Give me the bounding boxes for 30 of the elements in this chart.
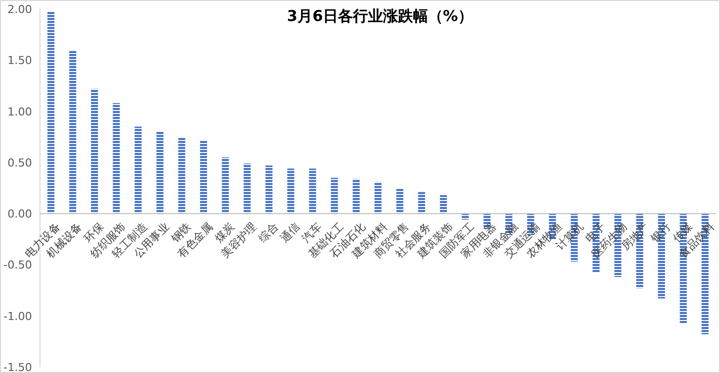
bar [178,138,186,214]
bar [440,195,447,214]
y-tick-label: -0.50 [4,258,32,272]
y-tick-label: 0.50 [8,156,32,170]
bar [374,182,382,214]
bar [462,214,469,220]
y-tick-label: 2.00 [8,3,32,16]
bar [134,126,142,214]
y-tick-label: 0.00 [8,208,32,221]
chart-title: 3月6日各行业涨跌幅（%） [287,7,473,25]
bar [418,192,426,214]
bar [69,50,76,214]
y-tick-label: -1.50 [4,361,32,373]
bar [265,165,272,214]
bar [396,188,404,214]
bar [309,168,316,214]
y-tick-label: 1.00 [8,105,32,118]
bar [287,168,294,214]
x-tick-label: 银行 [648,220,674,246]
bar [47,11,54,214]
bar [222,157,229,214]
bar [200,140,208,214]
y-tick-label: -1.00 [4,310,32,323]
bar [330,178,338,214]
bar [352,178,360,214]
bar [244,163,251,214]
bar [91,88,98,214]
bar [156,132,164,214]
bar [112,103,120,214]
y-tick-label: 1.50 [8,54,32,68]
